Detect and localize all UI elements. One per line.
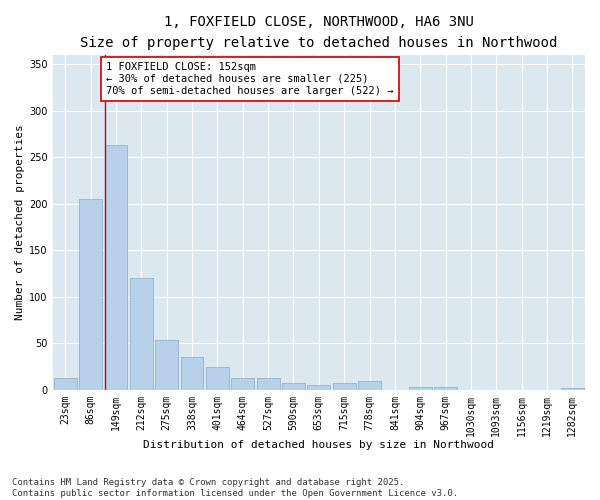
Text: Contains HM Land Registry data © Crown copyright and database right 2025.
Contai: Contains HM Land Registry data © Crown c… — [12, 478, 458, 498]
Title: 1, FOXFIELD CLOSE, NORTHWOOD, HA6 3NU
Size of property relative to detached hous: 1, FOXFIELD CLOSE, NORTHWOOD, HA6 3NU Si… — [80, 15, 557, 50]
Bar — [206, 366, 229, 390]
Bar — [104, 145, 127, 390]
Bar — [409, 387, 431, 390]
Bar — [181, 358, 203, 390]
X-axis label: Distribution of detached houses by size in Northwood: Distribution of detached houses by size … — [143, 440, 494, 450]
Bar — [307, 385, 330, 390]
Bar — [282, 384, 305, 390]
Bar — [358, 380, 381, 390]
Bar — [54, 378, 77, 390]
Bar — [79, 199, 102, 390]
Bar — [130, 278, 153, 390]
Bar — [561, 388, 584, 390]
Bar — [333, 384, 356, 390]
Y-axis label: Number of detached properties: Number of detached properties — [15, 124, 25, 320]
Bar — [232, 378, 254, 390]
Bar — [155, 340, 178, 390]
Bar — [434, 387, 457, 390]
Bar — [257, 378, 280, 390]
Text: 1 FOXFIELD CLOSE: 152sqm
← 30% of detached houses are smaller (225)
70% of semi-: 1 FOXFIELD CLOSE: 152sqm ← 30% of detach… — [106, 62, 394, 96]
